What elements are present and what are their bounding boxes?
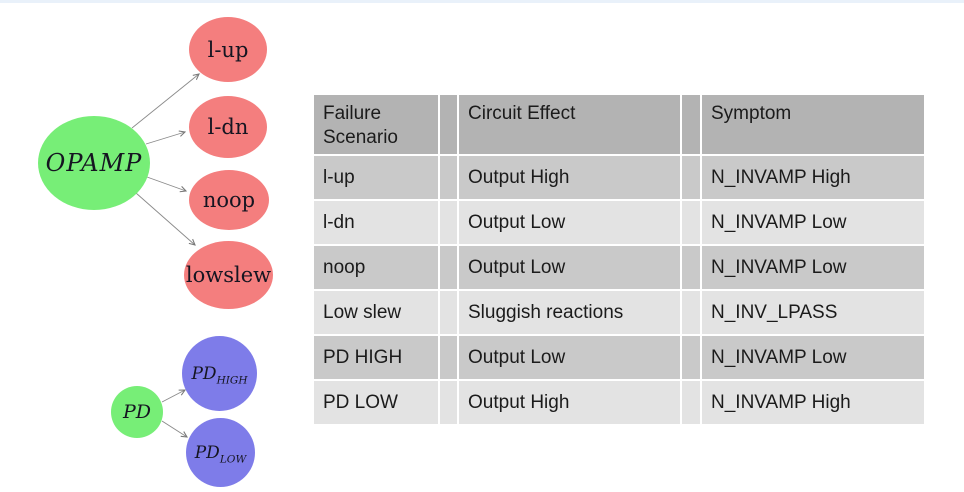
arrow-opamp-to-noop [146,176,188,193]
node-noop-label: noop [202,188,256,212]
spacer-cell [440,381,457,424]
cell-effect: Output Low [459,201,680,244]
arrow-pd-to-pd-low [161,420,188,438]
top-accent-strip [0,0,964,3]
arrow-pd-to-pd-high [161,389,187,403]
spacer-cell [682,246,700,289]
arrow-opamp-to-lowslew [135,192,196,246]
node-pd-high-label: PDHIGH [191,363,248,386]
node-pd: PD [111,386,163,438]
node-opamp-label: OPAMP [45,149,143,177]
cell-symptom: N_INVAMP High [702,156,924,199]
node-pd-low-label: PDLOW [194,442,247,465]
cell-effect: Output Low [459,336,680,379]
spacer-cell [440,201,457,244]
spacer-cell [440,336,457,379]
spacer-cell [440,291,457,334]
node-l-up-label: l-up [207,37,249,62]
node-lowslew-label: lowslew [185,263,272,287]
arrow-opamp-to-l-up [131,73,200,129]
cell-scenario: PD HIGH [314,336,438,379]
failure-symptom-table: Failure Scenario Circuit Effect Symptom … [314,95,924,424]
cell-effect: Output High [459,156,680,199]
node-l-up: l-up [189,17,267,82]
node-pd-high: PDHIGH [182,336,257,411]
cell-symptom: N_INVAMP High [702,381,924,424]
spacer-cell [440,246,457,289]
cell-symptom: N_INV_LPASS [702,291,924,334]
cell-effect: Sluggish reactions [459,291,680,334]
cell-scenario: PD LOW [314,381,438,424]
cell-scenario: l-dn [314,201,438,244]
node-noop: noop [189,170,269,230]
spacer-cell [682,201,700,244]
header-circuit-effect: Circuit Effect [459,95,680,154]
spacer-cell [682,381,700,424]
node-lowslew: lowslew [184,241,273,309]
cell-symptom: N_INVAMP Low [702,201,924,244]
header-spacer-2 [682,95,700,154]
spacer-cell [440,156,457,199]
cell-scenario: Low slew [314,291,438,334]
node-pd-low: PDLOW [186,418,255,487]
header-failure-scenario: Failure Scenario [314,95,438,154]
node-l-dn-label: l-dn [207,115,249,139]
node-pd-label: PD [122,401,152,423]
header-symptom: Symptom [702,95,924,154]
fault-tree-diagram: OPAMP l-up l-dn noop lowslew PD PDHIGH P… [0,0,320,492]
cell-scenario: noop [314,246,438,289]
spacer-cell [682,336,700,379]
cell-symptom: N_INVAMP Low [702,336,924,379]
node-opamp: OPAMP [38,116,150,210]
arrow-opamp-to-l-dn [145,130,187,145]
spacer-cell [682,291,700,334]
cell-effect: Output High [459,381,680,424]
cell-scenario: l-up [314,156,438,199]
diagram-arrows [131,73,200,438]
spacer-cell [682,156,700,199]
header-spacer-1 [440,95,457,154]
cell-symptom: N_INVAMP Low [702,246,924,289]
node-l-dn: l-dn [189,96,267,158]
cell-effect: Output Low [459,246,680,289]
